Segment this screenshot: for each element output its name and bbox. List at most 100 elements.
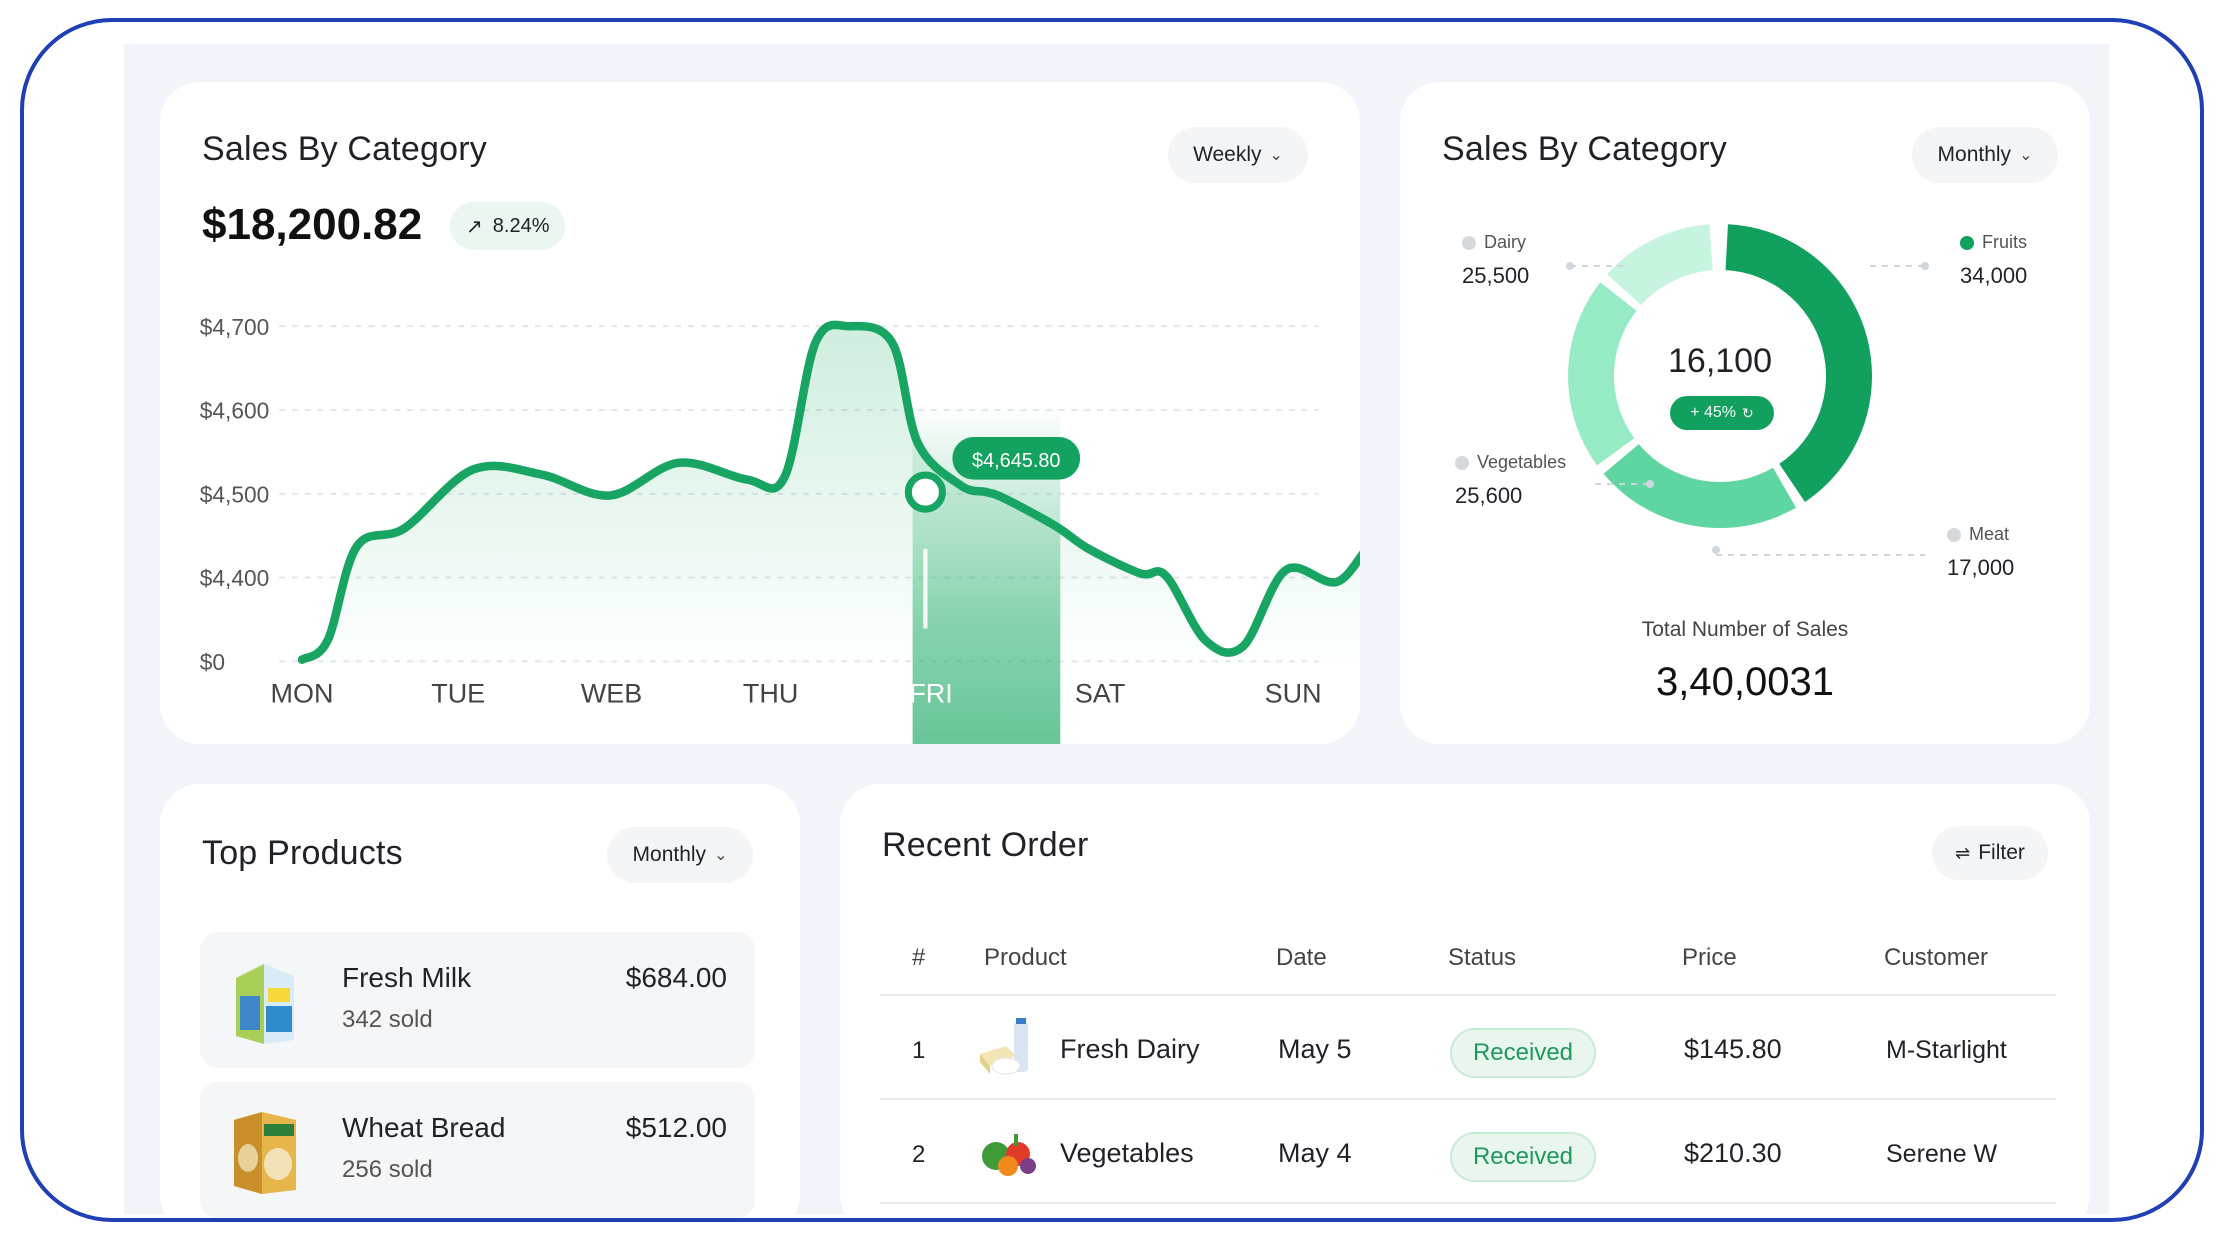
- x-tick-label: WEB: [581, 679, 642, 709]
- order-price: $210.30: [1684, 1138, 1782, 1168]
- order-number: 1: [912, 1037, 926, 1064]
- x-tick-label: THU: [743, 679, 798, 709]
- donut-center-value: 16,100: [1668, 342, 1772, 380]
- vegetables-dot-icon: [1455, 455, 1469, 470]
- y-tick-label: $4,700: [200, 314, 270, 340]
- order-product: Fresh Dairy: [1060, 1034, 1200, 1064]
- column-header-customer: Customer: [1884, 944, 1989, 971]
- fruits-dot-icon: [1960, 235, 1974, 250]
- vegetables-icon: [982, 1134, 1036, 1176]
- products-monthly-dropdown[interactable]: Monthly ⌄: [607, 827, 753, 883]
- weekly-dropdown-label: Weekly: [1193, 143, 1262, 166]
- donut-slice-fruits[interactable]: [1725, 224, 1872, 503]
- meat-dot-icon: [1947, 527, 1961, 542]
- sales-line-card: $4,700 $4,600 $4,500 $4,400 $0 MON TUE WEB THU F…: [160, 82, 1360, 744]
- legend-meat-name: Meat: [1969, 524, 2010, 544]
- product-price: $684.00: [625, 962, 727, 993]
- status-badge: Received: [1450, 1028, 1596, 1078]
- sales-line: [297, 320, 1360, 664]
- order-date: May 4: [1278, 1138, 1352, 1168]
- table-divider: [880, 1202, 2056, 1204]
- value-tooltip: [952, 437, 1081, 480]
- product-item[interactable]: Fresh Milk 342 sold $684.00: [200, 932, 755, 1068]
- chevron-down-icon: ⌄: [2019, 147, 2033, 164]
- donut-slice-dairy[interactable]: [1607, 224, 1713, 306]
- order-product: Vegetables: [1060, 1138, 1194, 1168]
- donut-slice-meat[interactable]: [1603, 444, 1796, 528]
- x-tick-label: SUN: [1265, 679, 1322, 709]
- product-name: Fresh Milk: [342, 962, 472, 993]
- products-monthly-dropdown-label: Monthly: [632, 843, 707, 866]
- legend-fruits-value: 34,000: [1960, 263, 2028, 288]
- y-tick-label: $4,600: [200, 398, 270, 424]
- growth-badge: ↗ 8.24%: [450, 202, 566, 250]
- donut-card-title: Sales By Category: [1442, 130, 1727, 168]
- product-sold: 256 sold: [342, 1156, 433, 1183]
- chevron-down-icon: ⌄: [714, 847, 728, 864]
- donut-slice-vegetables[interactable]: [1568, 282, 1637, 466]
- recent-order-title: Recent Order: [882, 826, 1089, 864]
- order-customer: M-Starlight: [1886, 1036, 2007, 1064]
- sales-area: [302, 324, 1360, 672]
- sales-donut-card: Sales By Category Monthly ⌄: [1400, 82, 2090, 744]
- top-products-card: Top Products Monthly ⌄ Fresh Milk 342 so…: [160, 784, 800, 1218]
- category-donut-chart: [1566, 224, 1929, 556]
- product-price: $512.00: [625, 1112, 727, 1143]
- milk-carton-icon: [236, 964, 294, 1044]
- monthly-dropdown[interactable]: Monthly ⌄: [1912, 127, 2058, 183]
- growth-value: 8.24%: [492, 214, 550, 237]
- donut-center-badge-label: + 45%: [1690, 404, 1737, 421]
- product-item[interactable]: Wheat Bread 256 sold $512.00: [200, 1082, 755, 1218]
- order-price: $145.80: [1684, 1034, 1782, 1064]
- column-header-date: Date: [1276, 944, 1327, 971]
- donut-center-badge: + 45% ↻: [1670, 396, 1774, 430]
- chevron-down-icon: ⌄: [1269, 147, 1283, 164]
- y-tick-label: $4,500: [200, 481, 270, 507]
- column-header-price: Price: [1682, 944, 1737, 971]
- table-divider: [880, 994, 2056, 996]
- top-products-title: Top Products: [202, 834, 403, 872]
- order-customer: Serene W: [1886, 1140, 1998, 1168]
- legend-dairy-name: Dairy: [1484, 232, 1527, 252]
- status-badge: Received: [1450, 1132, 1596, 1182]
- total-sales-amount: $18,200.82: [202, 200, 423, 249]
- legend-vegetables: Vegetables 25,600: [1455, 452, 1566, 509]
- refresh-icon: ↻: [1742, 404, 1754, 421]
- product-sold: 342 sold: [342, 1006, 433, 1033]
- column-header-status: Status: [1448, 944, 1517, 971]
- dashboard-canvas: $4,700 $4,600 $4,500 $4,400 $0 MON TUE WEB THU F…: [124, 44, 2109, 1218]
- legend-dairy-value: 25,500: [1462, 263, 1530, 288]
- sales-line-chart: $4,700 $4,600 $4,500 $4,400 $0 MON TUE WEB THU F…: [200, 314, 1360, 744]
- filter-button-label: Filter: [1978, 841, 2025, 864]
- x-tick-label: SAT: [1075, 679, 1125, 709]
- filter-button[interactable]: ⇌ Filter: [1932, 826, 2048, 880]
- legend-vegetables-value: 25,600: [1455, 483, 1523, 508]
- bread-box-icon: [234, 1112, 296, 1194]
- x-tick-label: FRI: [909, 679, 952, 709]
- legend-vegetables-name: Vegetables: [1477, 452, 1567, 472]
- data-point-marker[interactable]: [904, 471, 946, 513]
- legend-meat-value: 17,000: [1947, 555, 2015, 580]
- order-date: May 5: [1278, 1034, 1352, 1064]
- column-header-product: Product: [984, 944, 1067, 971]
- sliders-icon: ⇌: [1955, 842, 1971, 863]
- dairy-products-icon: [980, 1018, 1028, 1075]
- x-tick-label: MON: [271, 679, 334, 709]
- line-card-title: Sales By Category: [202, 130, 487, 168]
- legend-meat: Meat 17,000: [1947, 524, 2014, 581]
- y-tick-label: $4,400: [200, 565, 270, 591]
- legend-fruits: Fruits 34,000: [1960, 232, 2027, 289]
- recent-order-card: Recent Order ⇌ Filter # Product Date Sta…: [840, 784, 2090, 1218]
- total-sales-label: Total Number of Sales: [1641, 618, 1849, 641]
- weekly-dropdown[interactable]: Weekly ⌄: [1168, 127, 1308, 183]
- total-sales-value: 3,40,0031: [1656, 660, 1834, 704]
- y-tick-label: $0: [200, 649, 225, 675]
- value-tooltip-label: $4,645.80: [972, 450, 1060, 472]
- column-header-number: #: [912, 944, 926, 971]
- arrow-up-right-icon: ↗: [466, 215, 483, 238]
- monthly-dropdown-label: Monthly: [1937, 143, 2012, 166]
- legend-fruits-name: Fruits: [1982, 232, 2027, 252]
- screenshot-frame: $4,700 $4,600 $4,500 $4,400 $0 MON TUE WEB THU F…: [20, 18, 2204, 1222]
- dairy-dot-icon: [1462, 235, 1476, 250]
- order-number: 2: [912, 1141, 926, 1168]
